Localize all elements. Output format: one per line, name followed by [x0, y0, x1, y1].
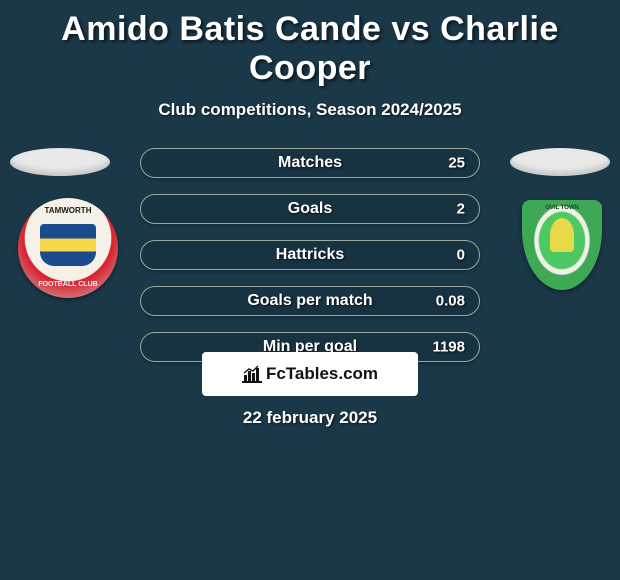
stat-row-goals: Goals 2	[140, 194, 480, 224]
brand-box: FcTables.com	[202, 352, 418, 396]
stat-value-right: 25	[448, 155, 465, 172]
club-crest-right	[522, 200, 602, 290]
stat-value-right: 0.08	[436, 293, 465, 310]
stat-label: Hattricks	[276, 246, 344, 264]
brand-chart-icon	[242, 365, 262, 383]
brand-text: FcTables.com	[266, 364, 378, 384]
stat-label: Goals	[288, 200, 332, 218]
stat-row-matches: Matches 25	[140, 148, 480, 178]
page-title: Amido Batis Cande vs Charlie Cooper	[0, 0, 620, 88]
stat-row-goals-per-match: Goals per match 0.08	[140, 286, 480, 316]
player-left-placeholder-oval	[10, 148, 110, 176]
stats-list: Matches 25 Goals 2 Hattricks 0 Goals per…	[140, 148, 480, 378]
crest-left-bottom-text: FOOTBALL CLUB	[18, 281, 118, 288]
stat-label: Goals per match	[247, 292, 372, 310]
subtitle: Club competitions, Season 2024/2025	[0, 100, 620, 120]
stat-value-right: 2	[457, 201, 465, 218]
player-right-placeholder-oval	[510, 148, 610, 176]
comparison-area: FOOTBALL CLUB Matches 25 Goals 2 Hattric…	[0, 148, 620, 378]
stat-label: Matches	[278, 154, 342, 172]
club-crest-left: FOOTBALL CLUB	[18, 198, 118, 298]
stat-value-right: 0	[457, 247, 465, 264]
stat-row-hattricks: Hattricks 0	[140, 240, 480, 270]
date-text: 22 february 2025	[0, 408, 620, 428]
stat-value-right: 1198	[432, 339, 465, 356]
